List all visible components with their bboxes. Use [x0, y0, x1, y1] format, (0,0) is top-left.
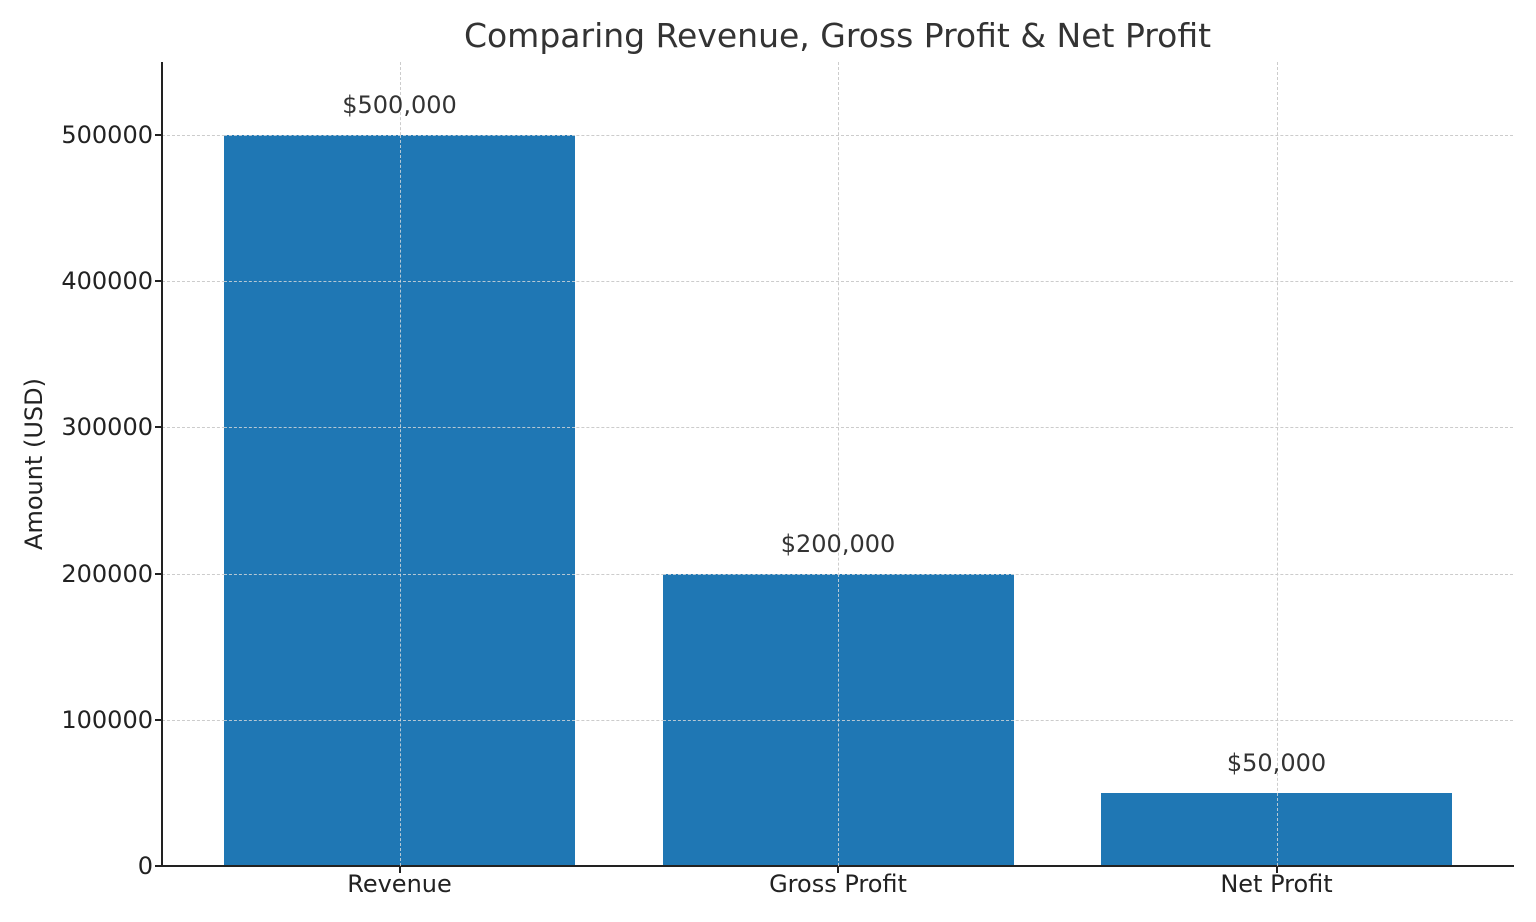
grid-line-horizontal [162, 281, 1513, 283]
y-tick-label: 400000 [61, 267, 153, 296]
y-tick-mark [155, 426, 162, 429]
y-tick-label: 300000 [61, 413, 153, 442]
grid-line-horizontal [224, 281, 575, 283]
y-tick-mark [155, 280, 162, 283]
y-axis-line [161, 62, 163, 867]
grid-line-horizontal [224, 135, 575, 137]
y-tick-label: 0 [137, 852, 153, 880]
plot-area: $500,000 $200,000 $50,000 [162, 62, 1513, 866]
x-tick-label: Gross Profit [769, 870, 907, 898]
x-tick-mark [1275, 866, 1278, 873]
grid-line-vertical [838, 62, 839, 866]
x-tick-label: Revenue [347, 870, 452, 898]
y-tick-mark [155, 865, 162, 867]
grid-line-vertical [399, 135, 401, 866]
y-tick-mark [155, 718, 162, 721]
y-tick-label: 500000 [61, 121, 153, 150]
y-tick-mark [155, 572, 162, 575]
grid-line-vertical [838, 573, 839, 866]
bar-value-label: $500,000 [342, 91, 457, 120]
grid-line-vertical [1276, 62, 1278, 866]
chart-title: Comparing Revenue, Gross Profit & Net Pr… [463, 16, 1212, 55]
x-tick-mark [837, 866, 839, 873]
grid-line-horizontal [224, 427, 575, 429]
grid-line-horizontal [224, 719, 575, 721]
grid-line-horizontal [662, 573, 1014, 575]
y-tick-mark [155, 134, 162, 137]
y-tick-label: 100000 [61, 705, 153, 734]
grid-line-horizontal [224, 573, 575, 575]
grid-line-vertical [1276, 792, 1278, 866]
x-tick-mark [398, 866, 401, 873]
grid-line-horizontal [662, 719, 1014, 721]
y-axis-label: Amount (USD) [20, 378, 48, 550]
grid-line-horizontal [162, 427, 1513, 429]
grid-line-horizontal [162, 135, 1513, 137]
x-tick-label: Net Profit [1220, 870, 1333, 898]
y-tick-label: 200000 [61, 559, 153, 588]
bar-value-label: $200,000 [780, 529, 896, 558]
bar-value-label: $50,000 [1226, 748, 1327, 777]
